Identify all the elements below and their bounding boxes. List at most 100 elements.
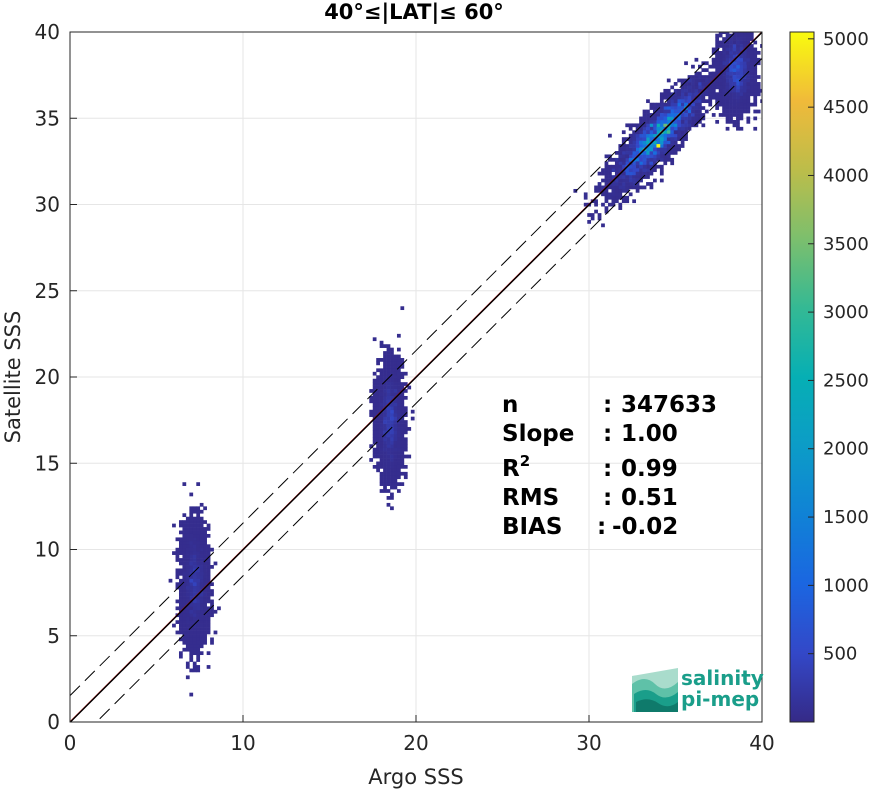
density-cell: [656, 147, 661, 152]
density-cell: [390, 358, 394, 362]
density-cell: [196, 602, 201, 607]
density-cell: [182, 596, 187, 600]
density-cell: [691, 119, 695, 124]
density-cell: [729, 113, 733, 117]
density-cell: [604, 161, 609, 166]
density-cell: [621, 199, 626, 204]
density-cell: [680, 137, 685, 141]
density-cell: [189, 527, 194, 531]
density-cell: [369, 444, 374, 449]
density-cell: [628, 154, 633, 159]
density-cell: [656, 137, 661, 141]
density-cell: [379, 392, 384, 397]
density-cell: [746, 32, 751, 35]
density-cell: [722, 47, 726, 52]
density-cell: [390, 385, 394, 390]
density-cell: [656, 116, 661, 121]
density-cell: [625, 154, 630, 159]
density-cell: [680, 95, 685, 100]
density-cell: [587, 220, 592, 224]
density-cell: [670, 99, 675, 104]
density-cell: [687, 126, 692, 131]
density-cell: [189, 602, 194, 607]
density-cell: [185, 537, 190, 542]
density-cell: [390, 451, 394, 455]
density-cell: [639, 164, 643, 169]
density-cell: [722, 88, 726, 93]
density-cell: [185, 520, 190, 524]
density-cell: [697, 99, 702, 104]
density-cell: [739, 95, 744, 100]
density-cell: [670, 147, 675, 152]
density-cell: [196, 658, 201, 662]
density-cell: [185, 561, 190, 566]
density-cell: [646, 154, 650, 159]
density-cell: [680, 130, 685, 135]
density-cell: [621, 185, 626, 190]
density-cell: [673, 140, 678, 145]
density-cell: [379, 454, 384, 459]
y-tick-label: 15: [35, 451, 60, 475]
density-cell: [182, 602, 187, 607]
density-cell: [718, 64, 723, 69]
density-cell: [376, 451, 380, 455]
density-cell: [653, 119, 657, 124]
density-cell: [742, 85, 747, 90]
density-cell: [203, 616, 207, 621]
density-cell: [196, 578, 201, 583]
density-cell: [192, 589, 197, 593]
density-cell: [393, 485, 398, 490]
density-cell: [663, 137, 668, 141]
density-cell: [736, 23, 740, 27]
density-cell: [684, 82, 688, 86]
density-cell: [736, 85, 740, 90]
density-cell: [653, 133, 657, 138]
density-cell: [203, 547, 207, 552]
density-cell: [732, 32, 737, 35]
density-cell: [628, 147, 633, 152]
density-cell: [725, 57, 730, 62]
density-cell: [393, 427, 398, 431]
density-cell: [400, 440, 405, 445]
density-cell: [739, 54, 744, 59]
density-cell: [749, 32, 754, 35]
density-cell: [396, 454, 401, 459]
density-cell: [390, 464, 394, 469]
density-cell: [396, 402, 401, 407]
density-cell: [715, 64, 720, 69]
density-cell: [736, 68, 740, 72]
density-cell: [379, 395, 384, 400]
density-cell: [767, 85, 771, 89]
density-cell: [199, 520, 204, 524]
density-cell: [396, 482, 401, 486]
density-cell: [663, 154, 668, 159]
density-cell: [711, 82, 716, 86]
density-cell: [742, 78, 747, 83]
density-cell: [383, 354, 387, 359]
density-cell: [379, 475, 384, 480]
density-cell: [656, 140, 661, 145]
density-cell: [189, 513, 194, 518]
density-cell: [376, 444, 380, 449]
density-cell: [608, 195, 612, 200]
density-cell: [732, 119, 737, 124]
density-cell: [196, 654, 201, 659]
density-cell: [691, 78, 695, 83]
density-cell: [386, 406, 391, 411]
density-cell: [733, 23, 737, 27]
density-cell: [701, 113, 706, 117]
density-cell: [189, 651, 194, 656]
density-cell: [410, 416, 415, 421]
density-cell: [203, 627, 207, 631]
density-cell: [182, 568, 187, 573]
density-cell: [573, 188, 578, 193]
density-cell: [725, 95, 730, 100]
density-cell: [632, 151, 637, 155]
density-cell: [673, 119, 678, 124]
density-cell: [729, 78, 733, 83]
density-cell: [217, 606, 221, 611]
density-cell: [386, 351, 391, 355]
density-cell: [666, 151, 671, 155]
density-cell: [697, 116, 702, 121]
